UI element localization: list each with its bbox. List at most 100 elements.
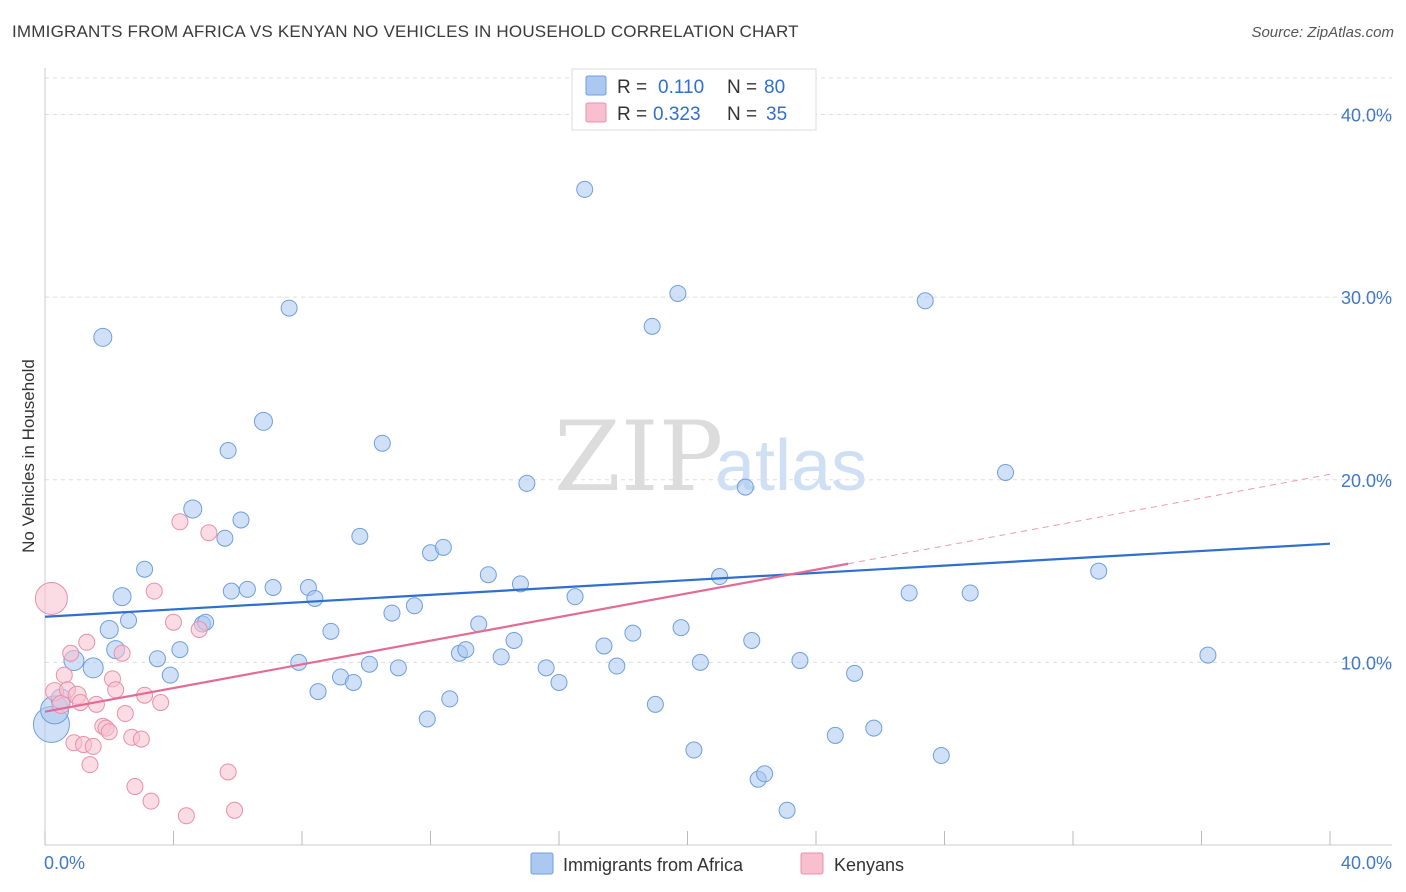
trend-lines (44, 473, 1331, 713)
legend-label-kenyans: Kenyans (834, 855, 904, 875)
legend-label-immigrants-from-africa: Immigrants from Africa (563, 855, 744, 875)
data-point (405, 597, 423, 615)
legend-n-value: 35 (766, 104, 787, 125)
legend-r-label: R = (617, 77, 647, 98)
data-point (78, 633, 96, 651)
data-point (932, 747, 950, 765)
data-point (309, 683, 327, 701)
data-point (62, 644, 80, 662)
data-point (756, 765, 774, 783)
series-legend: Immigrants from Africa Kenyans (530, 852, 904, 875)
data-point (492, 648, 510, 666)
data-point (1199, 646, 1217, 664)
data-point (322, 622, 340, 640)
data-point (120, 611, 138, 629)
data-point (846, 664, 864, 682)
data-point (171, 513, 189, 531)
data-point (691, 653, 709, 671)
data-point (383, 604, 401, 622)
source-credit: Source: ZipAtlas.com (1251, 24, 1394, 41)
data-point (190, 621, 208, 639)
data-point (505, 631, 523, 649)
legend-r-label: R = (617, 104, 647, 125)
trend-line-immigrants-from-africa (44, 542, 1331, 618)
y-tick-label: 20.0% (1341, 471, 1392, 491)
legend-swatch-immigrants-from-africa (530, 852, 554, 875)
data-point (226, 801, 244, 819)
data-point (900, 584, 918, 602)
data-point (81, 756, 99, 774)
data-point (778, 801, 796, 819)
data-point (116, 705, 134, 723)
data-point (479, 566, 497, 584)
data-point (743, 631, 761, 649)
legend-n-label: N = (727, 104, 757, 125)
data-point (183, 499, 203, 519)
data-point (93, 327, 113, 347)
data-point (34, 581, 68, 615)
data-point (566, 588, 584, 606)
y-tick-labels: 10.0% 20.0% 30.0% 40.0% (1341, 106, 1392, 674)
data-point (791, 652, 809, 670)
data-point (87, 695, 105, 713)
series-kenyans (34, 513, 244, 825)
data-point (219, 442, 237, 460)
y-tick-label: 10.0% (1341, 653, 1392, 673)
correlation-legend: R = 0.110 N = 80 R = 0.323 N = 35 (571, 68, 817, 131)
x-tick-labels: 0.0% 40.0% (44, 853, 1392, 873)
data-point (264, 579, 282, 597)
data-point (624, 624, 642, 642)
data-point (99, 620, 119, 640)
data-point (826, 726, 844, 744)
data-point (145, 582, 163, 600)
data-point (685, 741, 703, 759)
data-point (1090, 562, 1108, 580)
data-point (672, 619, 690, 637)
data-point (711, 568, 729, 586)
legend-r-value: 0.323 (653, 104, 701, 125)
data-point (280, 299, 298, 317)
data-point (736, 478, 754, 496)
data-point (373, 434, 391, 452)
data-point (216, 529, 234, 547)
data-point (165, 613, 182, 631)
legend-swatch-kenyans (800, 852, 824, 875)
data-point (351, 527, 369, 545)
data-point (608, 657, 626, 675)
data-point (518, 474, 536, 492)
data-point (997, 463, 1015, 481)
data-point (916, 292, 934, 310)
data-point (161, 666, 179, 684)
data-point (669, 284, 687, 302)
data-point (389, 659, 407, 677)
data-point (238, 580, 256, 598)
y-axis-label: No Vehicles in Household (19, 359, 38, 553)
data-point (84, 737, 102, 755)
data-point (646, 695, 664, 713)
data-point (82, 657, 104, 679)
data-point (550, 673, 568, 691)
data-point (643, 317, 661, 335)
data-point (219, 763, 237, 781)
data-point (360, 655, 378, 673)
data-point (253, 411, 273, 431)
data-point (290, 653, 308, 671)
data-point (136, 560, 154, 578)
data-point (107, 681, 125, 699)
legend-swatch-pink (585, 102, 607, 123)
data-point (470, 615, 488, 633)
data-point (100, 723, 118, 741)
legend-r-value: 0.110 (658, 77, 704, 98)
legend-n-value: 80 (764, 77, 785, 98)
data-point (148, 650, 166, 668)
data-point (457, 641, 475, 659)
data-point (441, 690, 459, 708)
legend-n-label: N = (727, 77, 757, 98)
data-point (306, 589, 324, 607)
data-point (113, 644, 131, 662)
data-point (537, 659, 555, 677)
data-point (177, 807, 195, 825)
legend-box (571, 68, 817, 131)
trend-extension-kenyans (848, 473, 1331, 565)
